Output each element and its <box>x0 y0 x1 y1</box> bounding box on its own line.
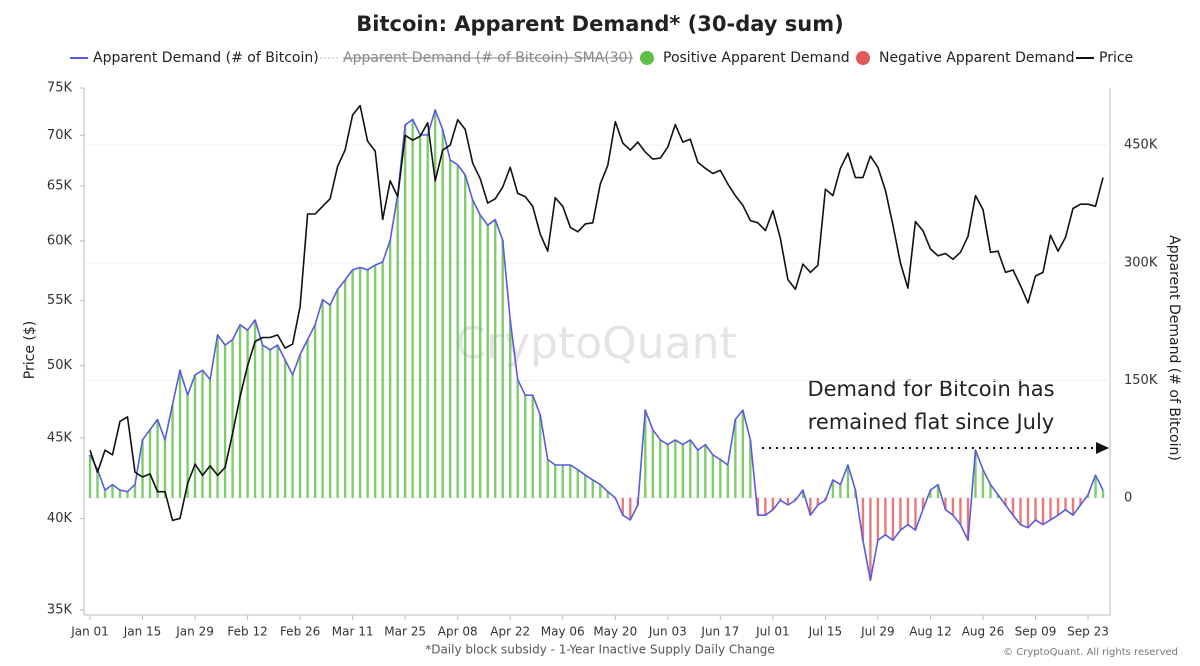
x-tick-label: Feb 12 <box>227 625 267 639</box>
x-tick-label: Jul 01 <box>755 625 790 639</box>
x-tick-label: Sep 23 <box>1067 625 1109 639</box>
x-tick-label: Aug 26 <box>962 625 1005 639</box>
chart-title: Bitcoin: Apparent Demand* (30-day sum) <box>356 12 843 36</box>
x-tick-label: Jun 17 <box>700 625 739 639</box>
y2-tick-label: 0 <box>1124 490 1132 505</box>
x-tick-label: Jul 15 <box>808 625 843 639</box>
x-tick-label: Mar 25 <box>384 625 426 639</box>
footnote: *Daily block subsidy - 1-Year Inactive S… <box>425 643 775 657</box>
legend-label: Negative Apparent Demand <box>879 50 1074 66</box>
x-tick-label: Aug 12 <box>909 625 952 639</box>
x-tick-label: Mar 11 <box>332 625 374 639</box>
y2-tick-label: 450K <box>1124 138 1158 153</box>
x-tick-label: Jun 03 <box>648 625 687 639</box>
x-tick-label: May 20 <box>593 625 637 639</box>
y-tick-label: 75K <box>47 81 73 96</box>
x-tick-label: Jul 29 <box>860 625 895 639</box>
y-tick-label: 60K <box>47 233 73 248</box>
arrow-head <box>1096 442 1109 454</box>
x-tick-label: May 06 <box>541 625 585 639</box>
y-tick-label: 40K <box>47 511 73 526</box>
x-tick-label: Feb 26 <box>280 625 320 639</box>
line-series <box>89 109 1104 581</box>
line-series <box>89 104 1104 522</box>
x-tick-label: Jan 15 <box>123 625 162 639</box>
y-tick-label: 35K <box>47 603 73 618</box>
x-tick-label: Sep 09 <box>1015 625 1057 639</box>
annotation-line: Demand for Bitcoin has <box>807 377 1054 401</box>
y-tick-label: 55K <box>47 293 73 308</box>
legend-swatch <box>856 51 870 65</box>
annotation-line: remained flat since July <box>808 410 1054 434</box>
y2-tick-label: 300K <box>1124 255 1158 270</box>
x-tick-label: Apr 22 <box>490 625 530 639</box>
x-tick-label: Apr 08 <box>438 625 478 639</box>
legend-label: Price <box>1099 50 1133 66</box>
watermark: CryptoQuant <box>455 318 737 369</box>
legend-label: Apparent Demand (# of Bitcoin) <box>93 50 319 66</box>
x-tick-label: Jan 01 <box>70 625 109 639</box>
y-tick-label: 70K <box>47 128 73 143</box>
y2-tick-label: 150K <box>1124 373 1158 388</box>
credit: © CryptoQuant. All rights reserved <box>1003 647 1178 658</box>
y2-axis-label: Apparent Demand (# of Bitcoin) <box>1166 235 1182 461</box>
y-tick-label: 65K <box>47 179 73 194</box>
y-tick-label: 50K <box>47 358 73 373</box>
y-axis-label: Price ($) <box>22 321 38 379</box>
x-tick-label: Jan 29 <box>175 625 214 639</box>
legend-swatch <box>640 51 654 65</box>
legend-label: Positive Apparent Demand <box>663 50 850 66</box>
y-tick-label: 45K <box>47 430 73 445</box>
